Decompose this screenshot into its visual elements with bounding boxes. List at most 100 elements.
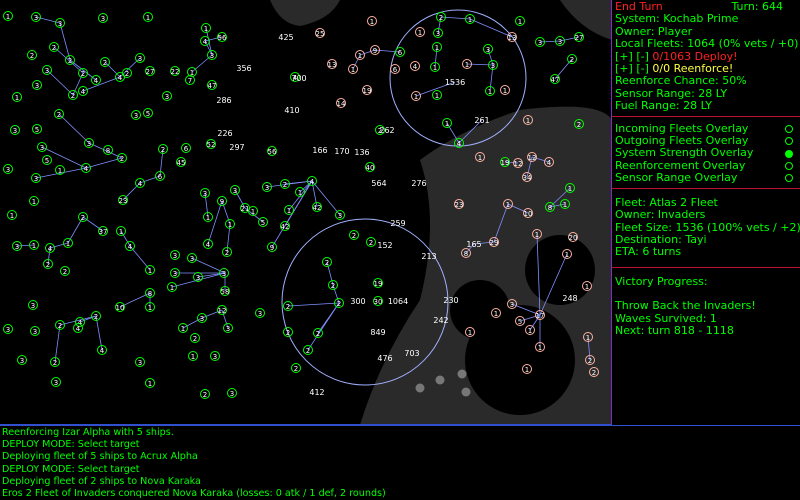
star-system[interactable]: 12 (527, 152, 537, 163)
star-system[interactable]: 10 (523, 208, 533, 219)
galaxy-map[interactable]: 1 3 3 3 1 2 2 2 3 3 2 2 4 4 4 2 3 2 27 22 1 3 7 47 286 356 1 4 56 3 42… (0, 0, 612, 425)
star-system[interactable]: 3 (207, 50, 217, 61)
star-system[interactable]: 1064 (388, 297, 408, 306)
star-system[interactable]: 3 (197, 313, 207, 324)
star-system[interactable]: 2 (585, 355, 595, 366)
overlay-strength-radio[interactable] (785, 149, 793, 158)
star-system[interactable]: 2 (200, 389, 210, 400)
star-system[interactable]: 3 (219, 268, 229, 279)
star-system[interactable]: 47 (550, 74, 560, 85)
end-turn-button[interactable]: End Turn (615, 0, 663, 13)
star-system[interactable]: 3 (98, 13, 108, 24)
star-system[interactable]: 1 (29, 240, 39, 251)
star-system[interactable]: 1 (63, 238, 73, 249)
star-system[interactable]: 356 (236, 64, 251, 73)
star-system[interactable]: 13 (507, 32, 517, 43)
reinforce-button[interactable]: 0/0 Reenforce! (652, 62, 734, 76)
star-system[interactable]: 25 (315, 28, 325, 39)
deploy-button[interactable]: 0/1063 Deploy! (652, 49, 738, 63)
star-system[interactable]: 2 (313, 328, 323, 339)
star-system[interactable]: 1 (525, 325, 535, 336)
star-system[interactable]: 3 (84, 138, 94, 149)
star-system[interactable]: 3 (3, 324, 13, 335)
star-system[interactable]: 19 (500, 157, 510, 168)
star-system[interactable]: 1 (145, 302, 155, 313)
star-system[interactable]: 2 (78, 68, 88, 79)
star-system[interactable]: 2 (280, 179, 290, 190)
star-system[interactable]: 3 (488, 60, 498, 71)
star-system[interactable]: 3 (227, 388, 237, 399)
star-system[interactable]: 8 (545, 202, 555, 213)
star-system[interactable]: 2 (91, 311, 101, 322)
star-system[interactable]: 1 (411, 91, 421, 102)
star-system[interactable]: 2 (589, 367, 599, 378)
star-system[interactable]: 1 (500, 85, 510, 96)
star-system[interactable]: 297 (229, 143, 244, 152)
overlay-reinforcement[interactable]: Reenforcement Overlay (615, 159, 797, 172)
star-system[interactable]: 2 (349, 230, 359, 241)
star-system[interactable]: 9 (267, 242, 277, 253)
star-system[interactable]: 136 (354, 148, 369, 157)
star-system[interactable]: 3 (32, 80, 42, 91)
star-system[interactable]: 9 (370, 45, 380, 56)
star-system[interactable]: 3 (135, 53, 145, 64)
star-system[interactable]: 3 (555, 36, 565, 47)
star-system[interactable]: 248 (562, 294, 577, 303)
star-system[interactable]: 12 (513, 158, 523, 169)
star-system[interactable]: 300 (350, 297, 365, 306)
fleet-marker[interactable] (435, 375, 445, 385)
star-system[interactable]: 1 (7, 210, 17, 221)
star-system[interactable]: 3 (28, 300, 38, 311)
star-system[interactable]: 4 (81, 163, 91, 174)
star-system[interactable]: 1 (491, 308, 501, 319)
star-system[interactable]: 1 (225, 219, 235, 230)
star-system[interactable]: 2 (222, 247, 232, 258)
star-system[interactable]: 19 (362, 85, 372, 96)
star-system[interactable]: 5 (143, 108, 153, 119)
overlay-incoming-radio[interactable] (785, 124, 793, 133)
star-system[interactable]: 1 (116, 226, 126, 237)
fleet-marker[interactable] (461, 387, 471, 397)
star-system[interactable]: 1 (562, 249, 572, 260)
star-system[interactable]: 56 (267, 146, 277, 157)
star-system[interactable]: 4 (203, 239, 213, 250)
star-system[interactable]: 27 (145, 66, 155, 77)
star-system[interactable]: 1 (167, 282, 177, 293)
star-system[interactable]: 3 (12, 241, 22, 252)
star-system[interactable]: 8 (103, 145, 113, 156)
star-system[interactable]: 3 (535, 37, 545, 48)
star-system[interactable]: 29 (489, 237, 499, 248)
star-system[interactable]: 2 (43, 259, 53, 270)
star-system[interactable]: 2 (122, 68, 132, 79)
star-system[interactable]: 6 (395, 47, 405, 58)
overlay-outgoing[interactable]: Outgoing Fleets Overlay (615, 134, 797, 147)
star-system[interactable]: 213 (421, 252, 436, 261)
star-system[interactable]: 259 (390, 219, 405, 228)
star-system[interactable]: 2 (27, 50, 37, 61)
star-system[interactable]: 2 (49, 42, 59, 53)
star-system[interactable]: 2 (436, 12, 446, 23)
star-system[interactable]: 4 (125, 241, 135, 252)
star-system[interactable]: 262 (379, 126, 394, 135)
star-system[interactable]: 3 (37, 142, 47, 153)
star-system[interactable]: 3 (187, 253, 197, 264)
star-system[interactable]: 37 (98, 226, 108, 237)
star-system[interactable]: 1 (442, 118, 452, 129)
star-system[interactable]: 3 (51, 377, 61, 388)
star-system[interactable]: 166 (312, 146, 327, 155)
star-system[interactable]: 13 (327, 59, 337, 70)
star-system[interactable]: 286 (216, 96, 231, 105)
star-system[interactable]: 1 (475, 152, 485, 163)
star-system[interactable]: 3 (162, 91, 172, 102)
star-system[interactable]: 9 (217, 196, 227, 207)
star-system[interactable]: 1 (29, 196, 39, 207)
reinforce-minus-button[interactable]: [-] (636, 62, 649, 76)
star-system[interactable]: 3 (262, 182, 272, 193)
star-system[interactable]: 2 (65, 55, 75, 66)
star-system[interactable]: 412 (309, 388, 324, 397)
star-system[interactable]: 3 (135, 357, 145, 368)
star-system[interactable]: 3 (200, 188, 210, 199)
star-system[interactable]: 1 (203, 212, 213, 223)
star-system[interactable]: 20 (568, 232, 578, 243)
